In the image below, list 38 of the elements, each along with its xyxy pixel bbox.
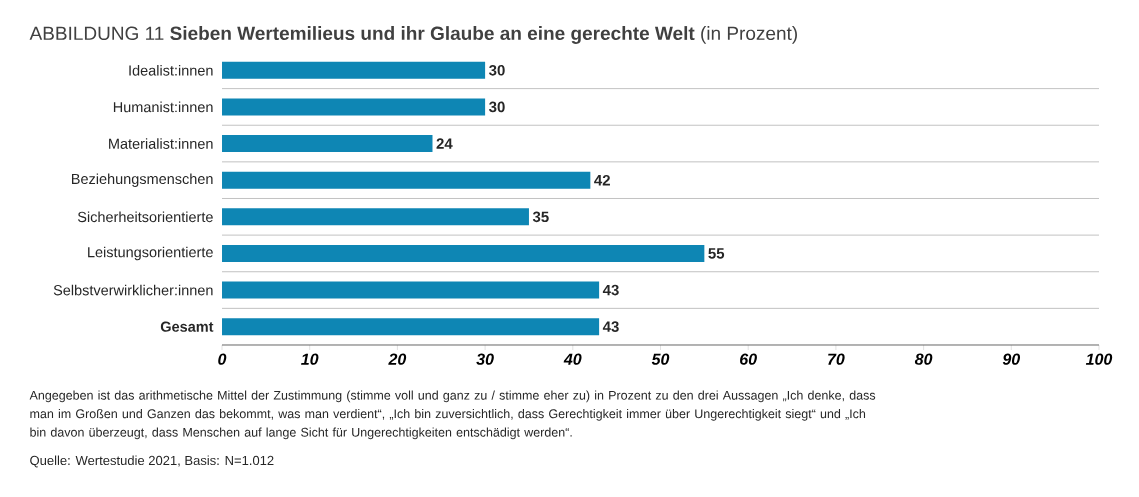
bar [222, 61, 486, 79]
y-tick-label: Leistungsorientierte [88, 246, 213, 261]
data-label: 30 [488, 64, 505, 76]
x-tick-label: 0 [218, 353, 227, 365]
bar [222, 244, 705, 262]
y-tick-label: Sicherheitsorientierte [77, 211, 213, 223]
data-label: 30 [488, 101, 505, 113]
source-note: Quelle: Wertestudie 2021, Basis: N=1.012 [30, 455, 274, 468]
y-tick-label: Gesamt [160, 321, 214, 332]
data-label: 24 [436, 138, 453, 149]
bar [222, 208, 529, 226]
bar [222, 318, 600, 336]
x-tick-label: 40 [563, 353, 582, 365]
data-label: 35 [532, 211, 549, 223]
bar [222, 281, 600, 299]
x-tick-label: 60 [740, 353, 757, 365]
chart-title: ABBILDUNG 11 Sieben Wertemilieus und ihr Glaube an eine gerechte Welt (in Prozent) [29, 26, 797, 44]
data-label: 43 [602, 284, 619, 296]
y-tick-label: Humanist:innen [113, 101, 213, 113]
x-tick-label: 90 [1002, 353, 1021, 365]
data-label: 55 [708, 248, 725, 259]
data-label: 42 [594, 174, 610, 186]
x-tick-label: 50 [651, 353, 670, 365]
bar [222, 98, 486, 116]
bar [222, 135, 433, 153]
x-tick-label: 70 [828, 353, 845, 365]
y-tick-label: Materialist:innen [109, 138, 213, 149]
x-tick-label: 80 [914, 353, 933, 365]
text: Angegeben ist das arithmetische Mittel der Zustimmung (stimme voll und ganz zu / stimme eher zu) in Prozent zu den drei Aussagen „Ich denke, dass man im Großen und Ganzen das bekommt, was man verdient“, „Ich bin zuversichtlich, dass Gerechtigkeit immer über Ungerechtigkeit siegt“ und „Ich bin davon überzeugt, dass Menschen auf lange Sicht für Ungerechtigkeiten entschädigt werden“. [29, 390, 876, 440]
y-tick-label: Beziehungsmenschen [72, 173, 213, 187]
y-tick-label: Idealist:innen [129, 64, 213, 76]
x-tick-label: 10 [301, 353, 319, 365]
x-tick-label: 30 [476, 353, 494, 365]
data-label: 43 [602, 321, 619, 332]
y-tick-label: Selbstverwirklicher:innen [53, 284, 213, 296]
bar [222, 171, 591, 189]
x-tick-label: 100 [1085, 353, 1113, 365]
x-tick-label: 20 [388, 353, 407, 365]
